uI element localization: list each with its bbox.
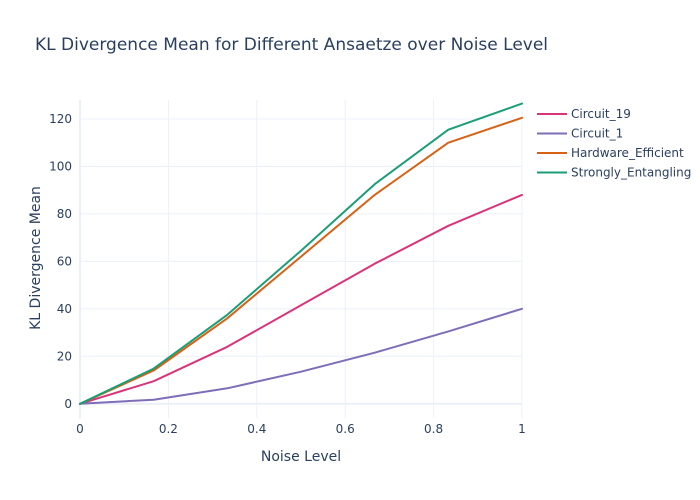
x-tick-label: 1 xyxy=(518,422,526,436)
series-line-circuit-1 xyxy=(79,307,523,405)
y-axis-label: KL Divergence Mean xyxy=(28,186,44,330)
x-tick-label: 0.6 xyxy=(336,422,355,436)
x-tick-label: 0.8 xyxy=(424,422,443,436)
series-line-strongly-entangling xyxy=(79,102,523,405)
legend-label: Circuit_19 xyxy=(571,107,631,121)
y-tick-label: 100 xyxy=(49,159,72,173)
x-tick-label: 0.2 xyxy=(159,422,178,436)
x-axis-ticks: 0 0.2 0.4 0.6 0.8 1 xyxy=(76,422,526,436)
x-axis-label: Noise Level xyxy=(261,449,341,465)
legend-item-circuit-1[interactable]: Circuit_1 xyxy=(537,127,623,141)
legend-item-strongly-entangling[interactable]: Strongly_Entangling xyxy=(537,166,691,180)
series-line-hardware-efficient xyxy=(79,116,523,405)
series-lines xyxy=(79,102,523,405)
legend-label: Strongly_Entangling xyxy=(571,166,691,180)
y-tick-label: 40 xyxy=(57,302,72,316)
legend[interactable]: Circuit_19 Circuit_1 Hardware_Efficient Str… xyxy=(537,107,691,180)
legend-label: Circuit_1 xyxy=(571,127,623,141)
legend-item-circuit-19[interactable]: Circuit_19 xyxy=(537,107,631,121)
grid xyxy=(79,100,523,418)
y-tick-label: 0 xyxy=(64,397,72,411)
y-tick-label: 60 xyxy=(57,254,72,268)
series-line-circuit-19 xyxy=(79,193,523,405)
y-axis-ticks: 0 20 40 60 80 100 120 xyxy=(49,112,72,411)
y-tick-label: 20 xyxy=(57,349,72,363)
y-tick-label: 80 xyxy=(57,207,72,221)
y-tick-label: 120 xyxy=(49,112,72,126)
x-tick-label: 0 xyxy=(76,422,84,436)
x-tick-label: 0.4 xyxy=(247,422,266,436)
chart-title: KL Divergence Mean for Different Ansaetz… xyxy=(35,35,548,55)
legend-label: Hardware_Efficient xyxy=(571,146,684,160)
legend-item-hardware-efficient[interactable]: Hardware_Efficient xyxy=(537,146,684,160)
